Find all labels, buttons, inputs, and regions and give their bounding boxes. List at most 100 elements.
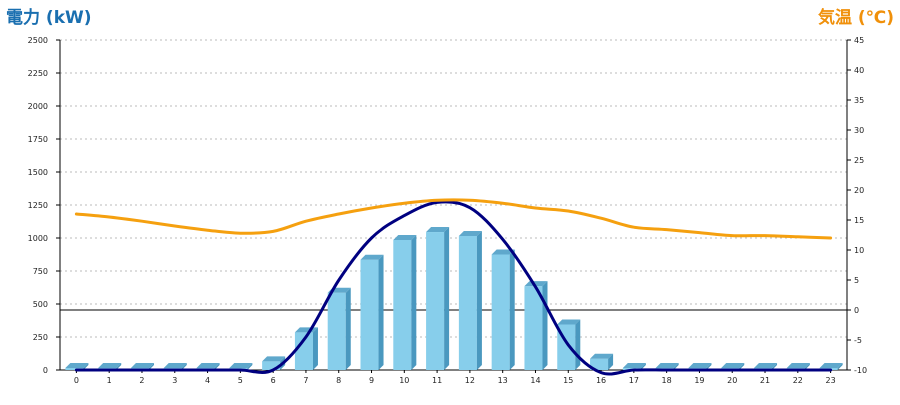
bar-side [378, 254, 384, 370]
bar-side [345, 287, 351, 370]
bar [426, 227, 450, 370]
y-right-axis-title: 気温 (℃) [817, 7, 894, 28]
x-tick-label: 3 [172, 376, 177, 385]
y-left-tick-label: 2000 [28, 102, 48, 111]
bar [393, 234, 417, 370]
y-right-tick-label: 35 [854, 96, 864, 105]
bar [458, 231, 482, 370]
y-right-tick-label: 5 [854, 276, 859, 285]
y-left-tick-label: 1250 [28, 201, 48, 210]
bar-top [754, 363, 778, 368]
bar-top [786, 363, 810, 368]
y-left-tick-label: 1500 [28, 168, 48, 177]
x-tick-label: 16 [596, 376, 606, 385]
x-tick-label: 1 [107, 376, 112, 385]
bar-top [622, 363, 646, 368]
bar-front [426, 232, 445, 370]
bar-top [163, 363, 187, 368]
bar-side [772, 363, 778, 370]
bar-side [214, 363, 220, 370]
y-left-tick-label: 1000 [28, 234, 48, 243]
bar-top [130, 363, 154, 368]
bar-top [688, 363, 712, 368]
bar-top [262, 356, 286, 362]
y-right-tick-label: 15 [854, 216, 864, 225]
bar-side [181, 363, 187, 370]
bar-side [312, 327, 318, 370]
x-tick-label: 19 [694, 376, 704, 385]
y-right-tick-label: 10 [854, 246, 864, 255]
x-tick-label: 18 [662, 376, 672, 385]
bar-side [247, 363, 253, 370]
y-left-tick-label: 2250 [28, 69, 48, 78]
x-tick-label: 8 [336, 376, 341, 385]
bar-top [819, 363, 843, 368]
x-tick-label: 21 [760, 376, 770, 385]
bar-top [360, 254, 384, 260]
bar-side [148, 363, 154, 370]
bar-front [327, 292, 346, 370]
bar-side [804, 363, 810, 370]
x-tick-label: 4 [205, 376, 210, 385]
bar-side [640, 363, 646, 370]
y-left-tick-label: 0 [43, 366, 48, 375]
bar-top [721, 363, 745, 368]
bar-front [491, 254, 510, 370]
bar [65, 363, 89, 370]
x-tick-label: 14 [530, 376, 540, 385]
y-right-tick-label: 40 [854, 66, 864, 75]
x-tick-label: 5 [238, 376, 243, 385]
bar-front [294, 332, 313, 370]
bar-side [83, 363, 89, 370]
bar [524, 281, 548, 370]
bar-top [229, 363, 253, 368]
x-tick-label: 9 [369, 376, 374, 385]
y-right-tick-label: -5 [854, 336, 862, 345]
y-left-tick-label: 1750 [28, 135, 48, 144]
bar-top [655, 363, 679, 368]
bar-side [837, 363, 843, 370]
bar-top [557, 319, 581, 325]
bar-side [575, 319, 581, 370]
bar-top [590, 353, 614, 359]
x-tick-label: 12 [465, 376, 475, 385]
x-tick-label: 17 [629, 376, 639, 385]
power-line [74, 200, 833, 376]
x-tick-label: 20 [727, 376, 737, 385]
bar-side [673, 363, 679, 370]
y-right-tick-label: 0 [854, 306, 859, 315]
bar-top [426, 227, 450, 233]
bar-front [590, 358, 609, 370]
x-tick-label: 11 [432, 376, 442, 385]
bar-top [196, 363, 220, 368]
bar [327, 287, 351, 370]
bar-top [524, 281, 548, 287]
bar-top [393, 234, 417, 240]
bar-top [458, 231, 482, 236]
y-right-tick-label: 25 [854, 156, 864, 165]
x-tick-label: 15 [563, 376, 573, 385]
bar-top [98, 363, 122, 368]
y-right-tick-label: 45 [854, 36, 864, 45]
bar-side [706, 363, 712, 370]
x-tick-label: 10 [399, 376, 409, 385]
y-right-tick-label: -10 [854, 366, 867, 375]
bar-front [393, 239, 412, 370]
bar-side [739, 363, 745, 370]
y-left-tick-label: 500 [33, 300, 48, 309]
bar [360, 254, 384, 370]
x-tick-label: 0 [74, 376, 79, 385]
bar-front [524, 286, 543, 370]
temperature-line [74, 198, 833, 240]
bar-side [542, 281, 548, 370]
bar-top [491, 249, 515, 255]
bar [294, 327, 318, 370]
bar [590, 353, 614, 370]
x-tick-label: 7 [303, 376, 308, 385]
bar-side [608, 353, 614, 370]
bar-side [116, 363, 122, 370]
bar-side [476, 231, 482, 370]
x-tick-label: 22 [793, 376, 803, 385]
